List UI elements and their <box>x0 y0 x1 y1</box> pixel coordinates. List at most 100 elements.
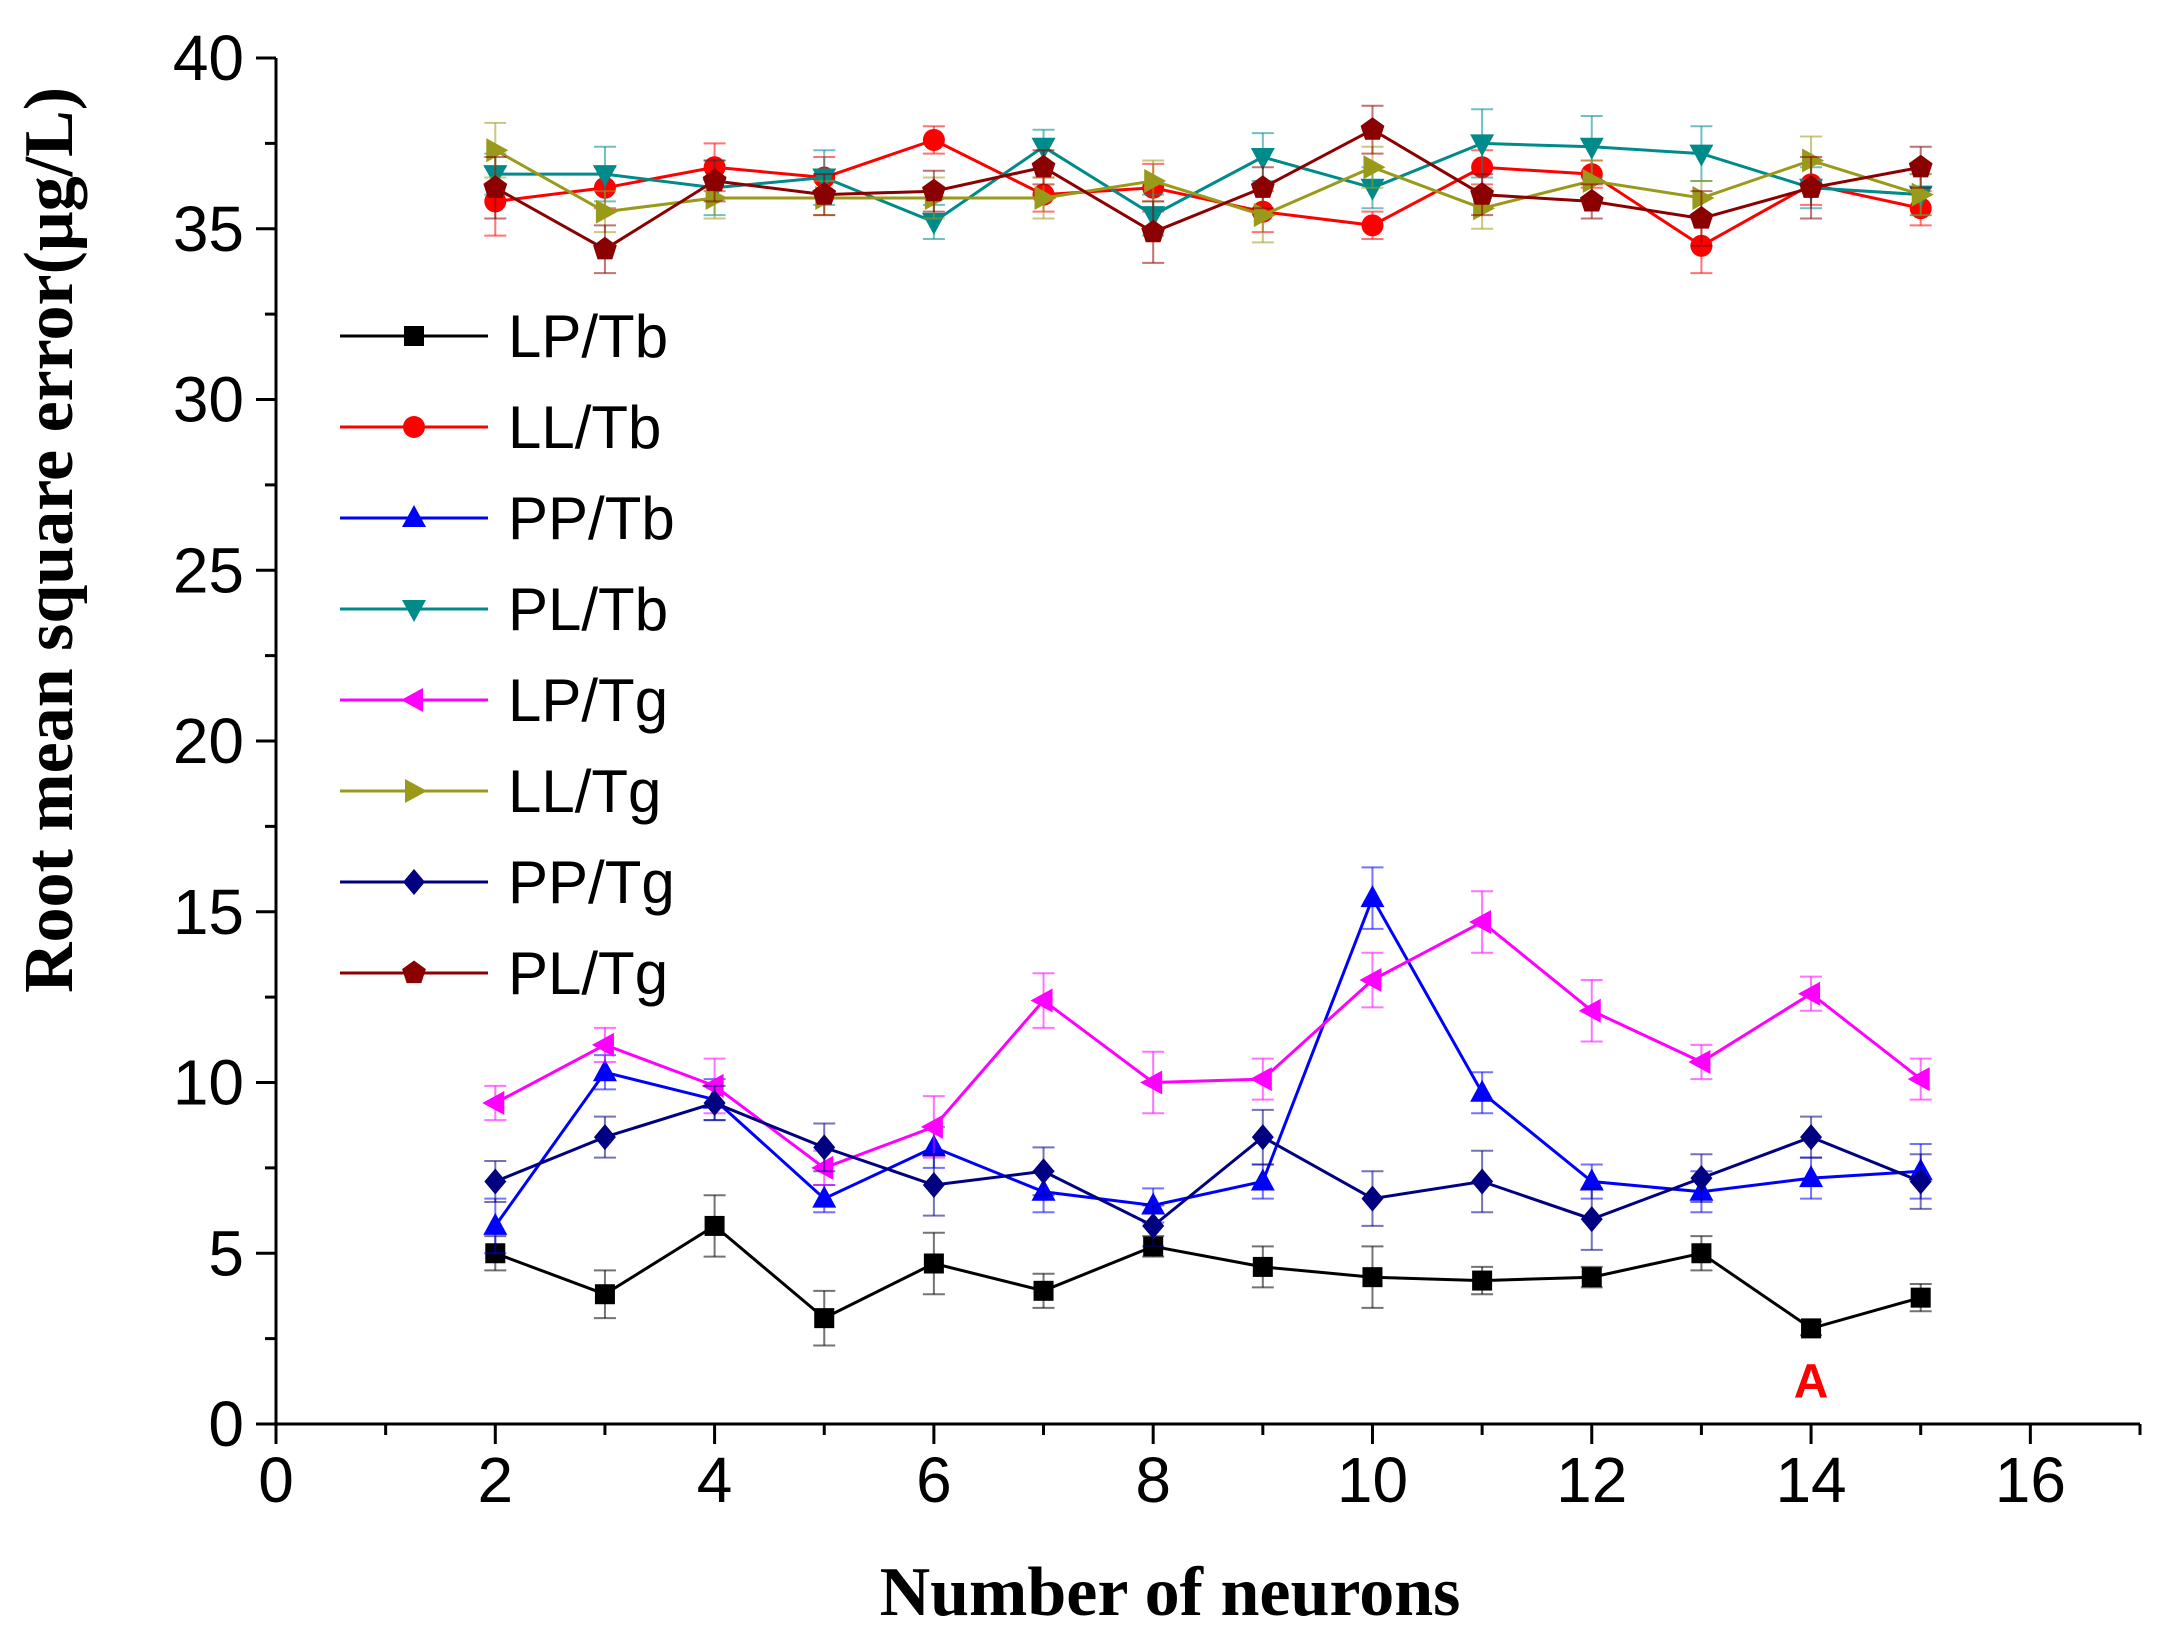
data-point <box>483 1212 508 1235</box>
data-point <box>703 1089 726 1116</box>
y-tick-label: 10 <box>173 1047 244 1119</box>
data-point <box>922 1171 945 1198</box>
data-point <box>592 165 617 188</box>
y-tick-label: 35 <box>173 193 244 265</box>
data-point <box>812 182 837 205</box>
data-point <box>1034 186 1057 211</box>
legend-marker <box>402 505 426 527</box>
legend-label: PL/Tb <box>508 576 668 643</box>
series-line <box>494 127 1921 251</box>
x-axis-title: Number of neurons <box>880 1554 1461 1631</box>
data-point <box>595 199 618 224</box>
legend-marker <box>401 688 423 712</box>
x-tick-label: 8 <box>1135 1444 1171 1516</box>
series-pl-tb <box>483 108 1933 240</box>
y-tick-label: 30 <box>173 364 244 436</box>
legend-marker <box>404 326 424 346</box>
data-point <box>1688 1050 1711 1075</box>
legend-label: LL/Tg <box>508 758 661 825</box>
series-pp-tg <box>484 1084 1932 1251</box>
x-tick-label: 12 <box>1556 1444 1627 1516</box>
data-point <box>1582 168 1605 193</box>
series-lp-tg <box>482 890 1932 1186</box>
series-pp-tb <box>483 866 1933 1255</box>
legend-item: LP/Tb <box>340 303 668 370</box>
series-line <box>494 148 1922 217</box>
legend-marker <box>405 779 427 803</box>
data-point <box>1800 1124 1823 1151</box>
data-point <box>1363 155 1386 180</box>
data-point <box>1360 117 1385 140</box>
y-tick-label: 20 <box>173 705 244 777</box>
x-tick-label: 2 <box>477 1444 513 1516</box>
legend-item: PL/Tb <box>340 576 668 643</box>
data-point <box>814 1308 835 1329</box>
legend: LP/Tb LL/Tb PP/Tb PL/Tb LP/Tg LL/Tg PP/Tg PL/Tg <box>340 303 675 1007</box>
y-tick-label: 15 <box>173 876 244 948</box>
data-point <box>1692 186 1715 211</box>
data-point <box>593 236 617 260</box>
data-point <box>1799 1165 1824 1188</box>
data-point <box>483 175 508 198</box>
y-tick-label: 25 <box>173 534 244 606</box>
data-point <box>705 186 728 211</box>
data-point <box>1360 885 1385 908</box>
data-point <box>1250 175 1275 198</box>
data-point <box>1799 175 1823 198</box>
data-point <box>1252 1256 1273 1277</box>
x-tick-label: 6 <box>916 1444 952 1516</box>
data-point <box>1250 148 1275 171</box>
data-point <box>1249 1067 1272 1092</box>
data-point <box>920 1114 943 1139</box>
data-point <box>1908 154 1933 178</box>
annotation-label: A <box>1794 1356 1829 1409</box>
data-point <box>1031 137 1056 160</box>
data-point <box>1030 988 1053 1013</box>
data-point <box>1141 1192 1166 1215</box>
data-point <box>1470 182 1494 205</box>
data-point <box>1142 1212 1165 1239</box>
data-point <box>922 178 946 202</box>
legend-item: LL/Tg <box>340 758 661 825</box>
legend-label: PL/Tg <box>508 940 668 1007</box>
data-point <box>1362 1267 1383 1288</box>
data-point <box>704 1215 725 1236</box>
legend-marker <box>403 869 425 895</box>
data-point <box>1361 1185 1384 1212</box>
data-point <box>592 1059 617 1082</box>
data-point <box>1580 1206 1603 1233</box>
data-point <box>1579 1168 1604 1191</box>
data-point <box>1691 1243 1712 1264</box>
y-tick-label: 40 <box>173 22 244 94</box>
legend-item: LP/Tg <box>340 667 668 734</box>
legend-label: LP/Tb <box>508 303 668 370</box>
legend-label: PP/Tb <box>508 485 675 552</box>
series-line <box>495 141 1921 224</box>
series-line <box>494 920 1922 1170</box>
data-point <box>813 1134 836 1161</box>
data-point <box>811 1155 834 1180</box>
x-tick-label: 16 <box>1995 1444 2066 1516</box>
x-tick-label: 10 <box>1337 1444 1408 1516</box>
data-point <box>1798 981 1821 1006</box>
data-point <box>1033 1280 1054 1301</box>
data-point <box>1251 1124 1274 1151</box>
data-point <box>1140 1070 1163 1095</box>
data-point <box>1907 1067 1930 1092</box>
series-layer <box>482 104 1934 1347</box>
data-point <box>1470 134 1495 157</box>
series-line <box>495 138 1922 248</box>
legend-label: LL/Tb <box>508 394 661 461</box>
data-point <box>1359 968 1382 993</box>
data-point <box>922 128 945 151</box>
data-point <box>482 1090 505 1115</box>
x-tick-label: 14 <box>1775 1444 1846 1516</box>
y-axis-title: Root mean square error(μg/L) <box>11 87 88 993</box>
series-pl-tg <box>483 104 1933 275</box>
data-point <box>1909 1168 1932 1195</box>
y-tick-label: 0 <box>208 1388 244 1460</box>
series-lp-tb <box>484 1194 1932 1347</box>
data-point <box>594 1284 615 1305</box>
data-point <box>1470 1079 1495 1102</box>
